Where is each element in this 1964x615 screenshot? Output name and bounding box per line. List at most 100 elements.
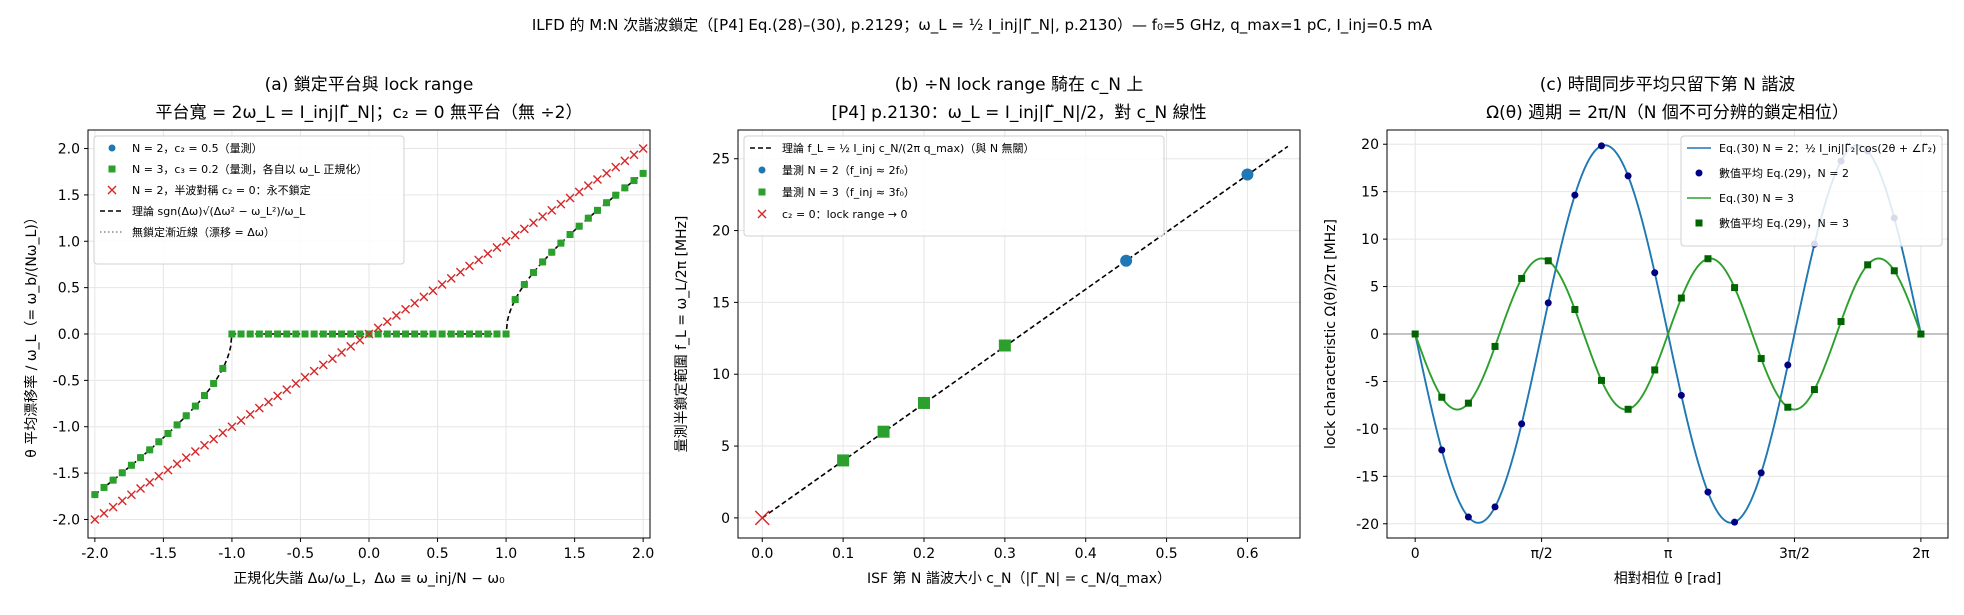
x-tick-label: 0.1 — [832, 546, 854, 562]
y-tick-label: 5 — [721, 439, 730, 455]
red-x-point — [263, 397, 273, 407]
n2-point — [1677, 391, 1685, 399]
red-x-point — [154, 471, 164, 481]
green-square-point — [246, 330, 254, 338]
n2-point — [1464, 513, 1472, 521]
green-square-point — [466, 330, 474, 338]
legend: Eq.(30) N = 2：½ I_inj|Γ̃₂|cos(2θ + ∠Γ̃₂)… — [1680, 135, 1943, 247]
legend-label: 數值平均 Eq.(29)，N = 2 — [1719, 167, 1849, 180]
green-square-point — [603, 199, 611, 207]
x-axis-label: 相對相位 θ [rad] — [1614, 571, 1722, 587]
x-tick-label: 0.0 — [358, 546, 380, 562]
red-x-point — [218, 428, 228, 438]
x-tick-label: π — [1664, 546, 1673, 562]
green-square-point — [219, 364, 227, 372]
y-tick-label: -10 — [1356, 422, 1379, 438]
green-square-point — [264, 330, 272, 338]
red-x-point — [337, 348, 347, 358]
legend-label: Eq.(30) N = 2：½ I_inj|Γ̃₂|cos(2θ + ∠Γ̃₂) — [1719, 142, 1936, 155]
y-tick-label: 25 — [712, 152, 730, 168]
red-x-point — [611, 162, 621, 172]
legend-label: 數值平均 Eq.(29)，N = 3 — [1719, 217, 1849, 230]
green-square-point — [210, 379, 218, 387]
x-tick-label: 1.5 — [563, 546, 585, 562]
green-square-point — [155, 438, 163, 446]
x-tick-label: 0.6 — [1236, 546, 1258, 562]
red-x-point — [629, 150, 639, 160]
panel-title: (b) ÷N lock range 騎在 c_N 上 — [895, 75, 1144, 95]
n3-point — [877, 425, 890, 438]
n3-point — [1731, 284, 1739, 292]
green-square-point — [356, 330, 364, 338]
green-square-point — [392, 330, 400, 338]
panel-title: (c) 時間同步平均只留下第 N 諧波 — [1540, 75, 1796, 95]
x-axis-label: ISF 第 N 諧波大小 c_N（|Γ̃_N| = c_N/q_max） — [867, 570, 1171, 587]
green-square-point — [639, 169, 647, 177]
red-x-point — [245, 409, 255, 419]
red-x-point — [373, 323, 383, 333]
y-tick-label: -15 — [1356, 469, 1379, 485]
legend-label: N = 2，c₂ = 0.5（量測） — [132, 141, 263, 155]
n3-point — [1651, 366, 1659, 374]
red-x-point — [136, 484, 146, 494]
panel-subtitle: [P4] p.2130：ω_L = I_inj|Γ̃_N|/2，對 c_N 線性 — [831, 103, 1206, 123]
red-x-point — [446, 273, 456, 283]
green-square-point — [475, 330, 483, 338]
red-x-point — [592, 174, 602, 184]
red-x-point — [437, 280, 447, 290]
y-tick-label: 0 — [721, 511, 730, 527]
red-x-point — [273, 391, 283, 401]
y-tick-label: -1.5 — [53, 466, 80, 482]
n3-point — [1571, 305, 1579, 313]
green-square-point — [429, 330, 437, 338]
panel-c-lock-characteristic: 0 π/2 π 3π/2 2π -20 -15 -10 -5 0 5 10 15 20 (c) 時間同步平均… — [1323, 75, 1949, 587]
n2-point — [1120, 254, 1133, 267]
plot-area — [754, 145, 1289, 526]
green-square-point — [420, 330, 428, 338]
red-x-point — [538, 212, 548, 222]
x-tick-label: 0.4 — [1075, 546, 1097, 562]
legend-label: N = 3，c₃ = 0.2（量測，各自以 ω_L 正規化） — [132, 162, 367, 176]
x-axis-label: 正規化失諧 Δω/ω_L，Δω ≡ ω_inj/N − ω₀ — [233, 571, 505, 587]
n3-point — [998, 339, 1011, 352]
red-x-point — [346, 341, 356, 351]
red-x-point — [190, 446, 200, 456]
red-x-point — [519, 224, 529, 234]
green-square-point — [575, 222, 583, 230]
red-x-point — [108, 502, 118, 512]
red-x-point — [163, 465, 173, 475]
green-square-point — [237, 330, 245, 338]
y-tick-label: 15 — [712, 295, 730, 311]
green-square-point — [182, 412, 190, 420]
y-tick-label: 20 — [1361, 137, 1379, 153]
plot-area — [1387, 142, 1948, 526]
green-square-point — [593, 206, 601, 214]
n3-point — [1704, 255, 1712, 263]
red-x-point — [474, 255, 484, 265]
axes-frame — [87, 129, 651, 539]
y-tick-label: 20 — [712, 224, 730, 240]
y-axis-label: θ 平均漂移率 / ω_L（= ω_b/(Nω_L)） — [23, 210, 40, 458]
red-x-point — [583, 181, 593, 191]
theory-line — [761, 145, 1289, 519]
y-axis-label: lock characteristic Ω(θ)/2π [MHz] — [1323, 219, 1339, 449]
red-x-point — [528, 218, 538, 228]
x-tick-label: 0.3 — [994, 546, 1016, 562]
legend-frame — [743, 135, 1165, 237]
y-tick-label: 10 — [712, 367, 730, 383]
red-x-point — [172, 459, 182, 469]
green-square-point — [456, 330, 464, 338]
plot-area — [90, 144, 648, 524]
green-square-point — [274, 330, 282, 338]
green-square-point — [502, 330, 510, 338]
legend-frame — [1680, 135, 1943, 247]
red-x-point — [145, 477, 155, 487]
legend-swatch — [108, 144, 116, 152]
red-x-point — [117, 496, 127, 506]
x-tick-label: 0.2 — [913, 546, 935, 562]
n3-point — [1411, 330, 1419, 338]
green-square-point — [539, 258, 547, 266]
n3-point — [1677, 294, 1685, 302]
red-x-point — [236, 416, 246, 426]
